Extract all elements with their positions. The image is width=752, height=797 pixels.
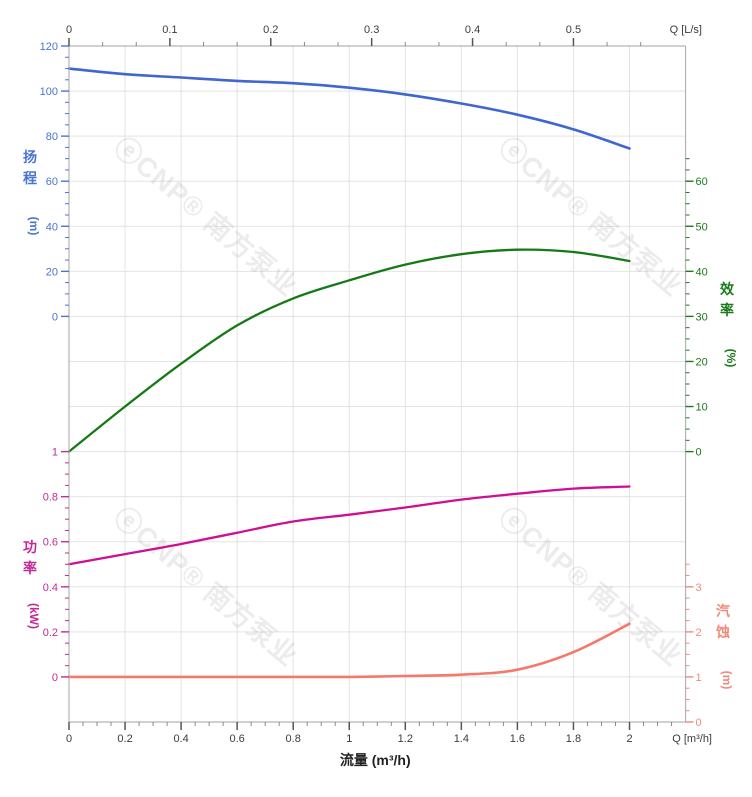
axis-top: 0 0.1 0.2 0.3 0.4 0.5 Q [L/s] bbox=[66, 24, 702, 46]
eff-tick-label: 20 bbox=[696, 356, 708, 368]
npsh-name-char: 蚀 bbox=[715, 624, 730, 640]
npsh-name-char: 汽 bbox=[716, 603, 730, 619]
head-name-char: 扬 bbox=[23, 149, 37, 165]
power-tick-label: 0.2 bbox=[43, 627, 58, 639]
axis-npsh-name: 汽蚀 (m) bbox=[715, 603, 734, 689]
cnp-watermark: ⓔCNP® 南方泵业 bbox=[108, 131, 304, 302]
eff-name-char: 率 bbox=[720, 302, 734, 318]
head-tick-label: 40 bbox=[46, 221, 58, 233]
eff-name-char: 效 bbox=[720, 281, 735, 297]
power-name-char: 率 bbox=[23, 560, 37, 576]
axis-eff: 0 10 20 30 40 50 60 bbox=[685, 158, 708, 459]
bottom-tick-label: 0.6 bbox=[230, 733, 245, 745]
bottom-tick-label: 0.2 bbox=[117, 733, 132, 745]
grid-lines bbox=[69, 46, 686, 722]
eff-unit-label: (%) bbox=[724, 349, 738, 368]
head-tick-label: 60 bbox=[46, 176, 58, 188]
power-tick-label: 1 bbox=[52, 447, 58, 459]
bottom-tick-label: 1.2 bbox=[398, 733, 413, 745]
efficiency-curve bbox=[67, 248, 631, 453]
axis-power-name: 功率 (kW) bbox=[23, 539, 41, 629]
axis-head: 0 20 40 60 80 100 120 bbox=[40, 41, 69, 323]
bottom-tick-label: 0.8 bbox=[286, 733, 301, 745]
axis-power: 0 0.2 0.4 0.6 0.8 1 bbox=[43, 447, 69, 684]
bottom-tick-label: 0 bbox=[66, 733, 72, 745]
eff-tick-label: 30 bbox=[696, 311, 708, 323]
head-tick-label: 80 bbox=[46, 131, 58, 143]
bottom-tick-label: 2 bbox=[626, 733, 632, 745]
top-tick-label: 0 bbox=[66, 24, 72, 36]
power-name-char: 功 bbox=[23, 539, 37, 555]
power-tick-label: 0.6 bbox=[43, 537, 58, 549]
cnp-watermark: ⓔCNP® 南方泵业 bbox=[493, 131, 689, 302]
bottom-tick-label: 1 bbox=[346, 733, 352, 745]
npsh-tick-label: 2 bbox=[696, 627, 702, 639]
head-tick-label: 0 bbox=[52, 311, 58, 323]
eff-tick-label: 60 bbox=[696, 176, 708, 188]
top-tick-label: 0.2 bbox=[263, 24, 278, 36]
power-curve bbox=[67, 485, 631, 566]
power-tick-label: 0.8 bbox=[43, 492, 58, 504]
bottom-axis-unit: Q [m³/h] bbox=[672, 733, 712, 745]
eff-tick-label: 0 bbox=[696, 447, 702, 459]
npsh-curve bbox=[67, 622, 631, 679]
top-tick-label: 0.5 bbox=[566, 24, 581, 36]
bottom-tick-label: 0.4 bbox=[173, 733, 188, 745]
head-name-char: 程 bbox=[23, 170, 37, 186]
curves-layer bbox=[67, 67, 631, 679]
top-tick-label: 0.3 bbox=[364, 24, 379, 36]
plot-border bbox=[68, 45, 687, 723]
axis-eff-name: 效率 (%) bbox=[720, 281, 738, 367]
axis-npsh: 0 1 2 3 bbox=[685, 563, 702, 729]
eff-tick-label: 50 bbox=[696, 221, 708, 233]
eff-tick-label: 40 bbox=[696, 266, 708, 278]
bottom-tick-label: 1.4 bbox=[454, 733, 469, 745]
eff-tick-label: 10 bbox=[696, 402, 708, 414]
bottom-tick-label: 1.6 bbox=[510, 733, 525, 745]
top-tick-label: 0.1 bbox=[162, 24, 177, 36]
flow-axis-title: 流量 (m³/h) bbox=[340, 752, 411, 768]
npsh-tick-label: 0 bbox=[696, 717, 702, 729]
head-tick-label: 120 bbox=[40, 41, 58, 53]
npsh-tick-label: 1 bbox=[696, 672, 702, 684]
head-tick-label: 100 bbox=[40, 86, 58, 98]
power-tick-label: 0 bbox=[52, 672, 58, 684]
power-unit-label: (kW) bbox=[27, 603, 41, 629]
power-tick-label: 0.4 bbox=[43, 582, 58, 594]
axis-bottom: 0 0.2 0.4 0.6 0.8 1 1.2 1.4 1.6 1.8 2 Q [m³/h] 流量 (m… bbox=[66, 722, 712, 768]
bottom-tick-label: 1.8 bbox=[566, 733, 581, 745]
head-unit-label: (m) bbox=[27, 217, 41, 236]
top-axis-unit: Q [L/s] bbox=[670, 24, 702, 36]
head-tick-label: 20 bbox=[46, 266, 58, 278]
npsh-tick-label: 3 bbox=[696, 582, 702, 594]
top-tick-label: 0.4 bbox=[465, 24, 480, 36]
axis-head-name: 扬程 (m) bbox=[23, 149, 41, 235]
head-curve bbox=[67, 67, 631, 150]
npsh-unit-label: (m) bbox=[720, 671, 734, 690]
